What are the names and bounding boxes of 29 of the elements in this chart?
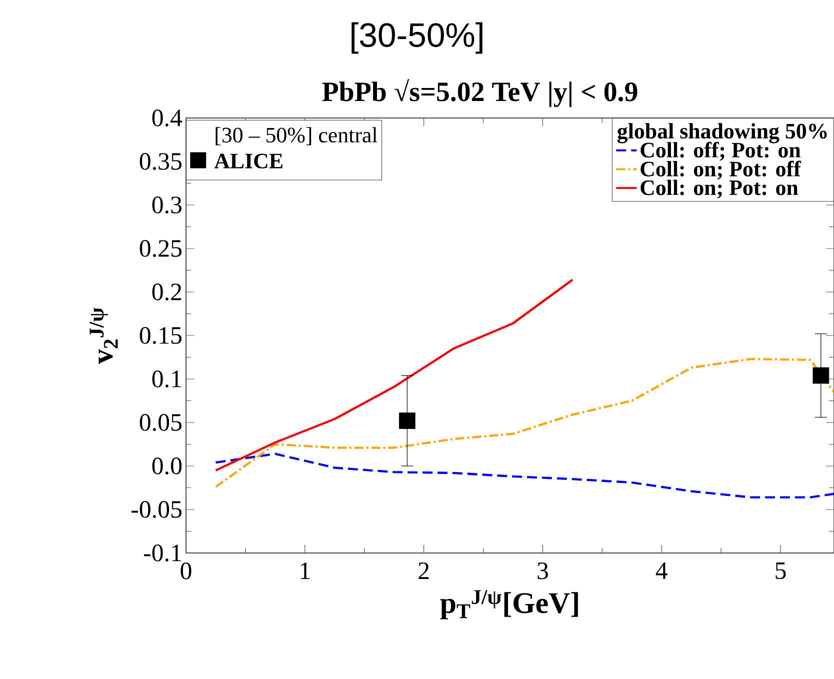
legend-label: Coll: on; Pot: off <box>640 160 802 180</box>
y-tick-label: 0.3 <box>152 196 182 214</box>
y-tick-label: 0.15 <box>140 327 182 344</box>
x-tick-label: 5 <box>776 562 786 580</box>
legend-label: Coll: on; Pot: on <box>640 180 798 198</box>
y-tick-label: -0.1 <box>144 544 181 562</box>
annotation: [30 – 50%] central <box>216 127 378 146</box>
x-axis-title: p$_{T}$$^{J/ψ}$[GeV] <box>440 590 578 620</box>
legend-title: global shadowing 50% <box>617 123 827 144</box>
y-tick-label: 0.0 <box>152 458 182 474</box>
x-tick-label: 2 <box>418 562 429 579</box>
line-series <box>214 358 834 488</box>
chart-title: [30-50%] <box>352 22 482 54</box>
y-tick-label: 0.05 <box>140 414 182 431</box>
y-tick-label: 0.35 <box>140 153 182 170</box>
y-axis-title: v$_{2}$J/ψ <box>90 308 118 364</box>
y-tick-label: -0.05 <box>132 501 182 518</box>
x-tick-label: 3 <box>538 562 548 580</box>
line-series <box>214 278 574 472</box>
x-tick-label: 4 <box>656 562 668 579</box>
legend-label: ALICE <box>214 154 282 168</box>
chart-subtitle: PbPb √s=5.02 TeV |y| < 0.9 <box>322 78 638 108</box>
y-tick-label: 0.25 <box>140 240 182 257</box>
y-tick-label: 0.4 <box>152 110 182 126</box>
x-tick-label: 1 <box>300 562 310 579</box>
line-series <box>214 452 834 498</box>
y-tick-label: 0.2 <box>152 284 182 300</box>
y-tick-label: 0.1 <box>152 370 181 388</box>
x-tick-label: 0 <box>180 562 192 580</box>
